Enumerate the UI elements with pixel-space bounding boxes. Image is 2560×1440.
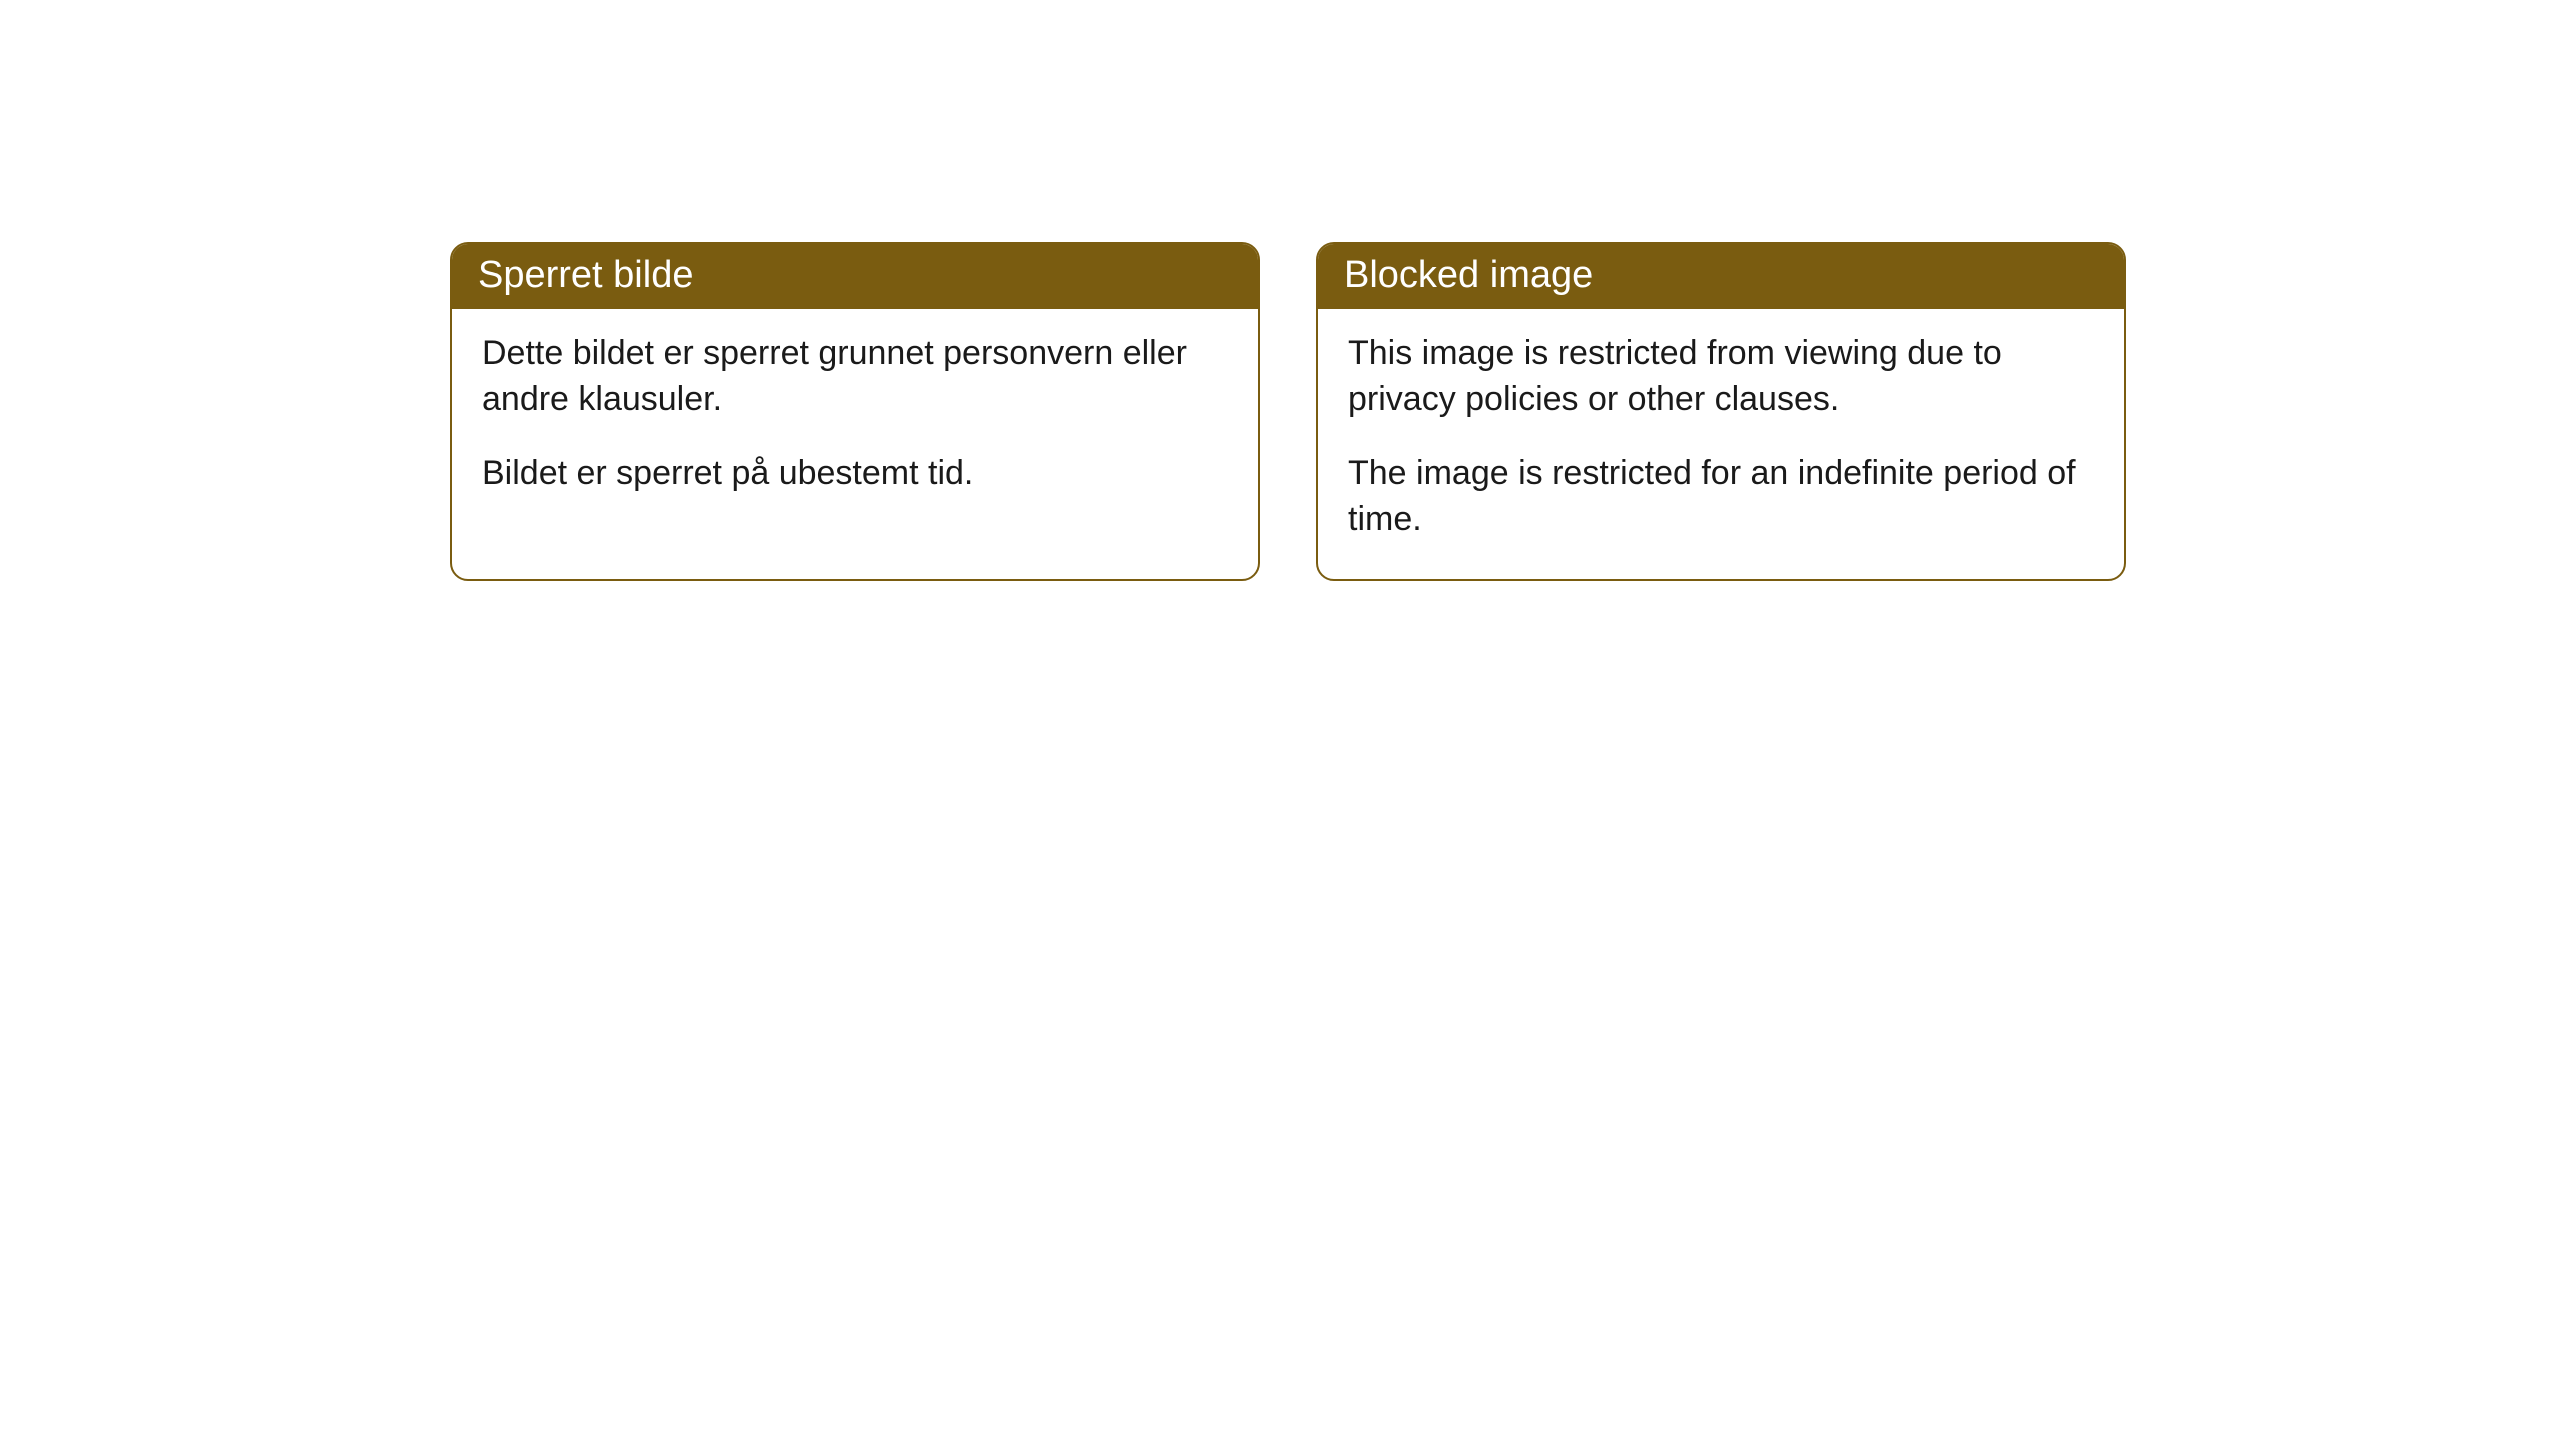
card-body: This image is restricted from viewing du… [1318,309,2124,579]
blocked-image-card-english: Blocked image This image is restricted f… [1316,242,2126,581]
card-header: Blocked image [1318,244,2124,309]
notice-paragraph: The image is restricted for an indefinit… [1348,451,2094,543]
notice-paragraph: Dette bildet er sperret grunnet personve… [482,331,1228,423]
notice-paragraph: Bildet er sperret på ubestemt tid. [482,451,1228,497]
card-body: Dette bildet er sperret grunnet personve… [452,309,1258,533]
notice-container: Sperret bilde Dette bildet er sperret gr… [0,0,2560,581]
blocked-image-card-norwegian: Sperret bilde Dette bildet er sperret gr… [450,242,1260,581]
card-header: Sperret bilde [452,244,1258,309]
notice-paragraph: This image is restricted from viewing du… [1348,331,2094,423]
